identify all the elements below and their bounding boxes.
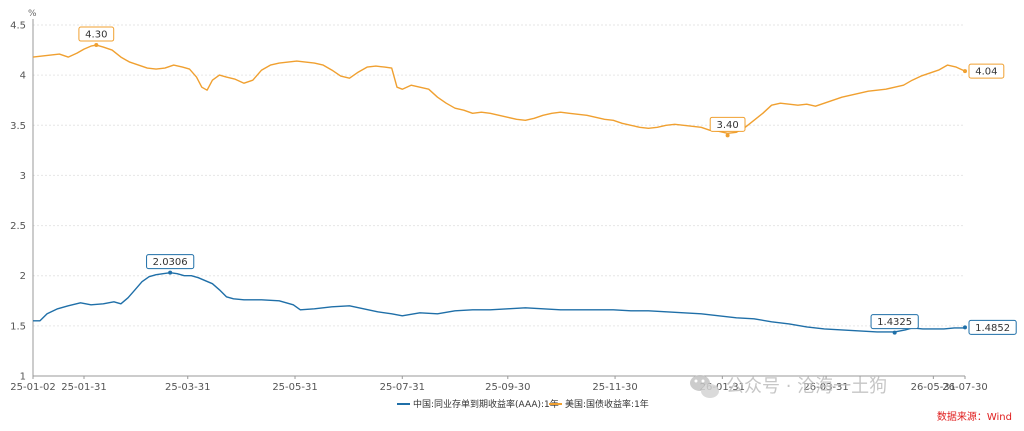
gridlines xyxy=(33,24,965,327)
callout-box xyxy=(968,63,1005,79)
legend: 中国:同业存单到期收益率(AAA):1年 美国:国债收益率:1年 xyxy=(397,398,649,410)
callout-point xyxy=(963,325,967,330)
x-tick-label: 26-05-31 xyxy=(911,382,956,393)
watermark: 公众号 · 沧海一土狗 xyxy=(690,375,887,398)
callout-box xyxy=(968,319,1017,335)
y-tick-label: 3.5 xyxy=(10,121,26,132)
x-tick-label: 25-07-31 xyxy=(380,382,425,393)
series-line-0 xyxy=(33,272,965,333)
wechat-icon xyxy=(690,375,719,398)
callout-point xyxy=(168,270,173,275)
callout-box xyxy=(709,116,746,132)
x-tick-labels: 25-01-02 25-01-31 25-03-31 25-05-31 25-07-31… xyxy=(10,382,987,393)
callout-point xyxy=(725,133,730,138)
x-tick-label: 26-01-31 xyxy=(700,382,745,393)
y-tick-label: 2.5 xyxy=(10,221,26,232)
x-tick-label: 26-03-31 xyxy=(803,382,848,393)
data-callouts: 4.30 3.40 4.04 2.0306 1.4325 1.4852 xyxy=(78,26,1017,335)
x-tick-label: 25-05-31 xyxy=(272,382,317,393)
legend-label-treasury-yield: 美国:国债收益率:1年 xyxy=(565,398,649,410)
x-tick-label: 26-07-30 xyxy=(942,382,987,393)
watermark-text: 公众号 · 沧海一土狗 xyxy=(726,376,887,397)
callout-label: 1.4325 xyxy=(877,317,912,328)
x-tick-label: 25-01-31 xyxy=(61,382,106,393)
y-tick-label: 4 xyxy=(20,71,26,82)
x-tick-label: 25-11-30 xyxy=(592,382,637,393)
x-tick-label: 25-01-02 xyxy=(10,382,55,393)
callout-label: 4.30 xyxy=(85,30,107,41)
callout-box xyxy=(870,314,919,330)
x-tick-label: 25-09-30 xyxy=(485,382,530,393)
x-tick-label: 25-03-31 xyxy=(165,382,210,393)
legend-label-cd-yield: 中国:同业存单到期收益率(AAA):1年 xyxy=(413,398,559,410)
callout-point xyxy=(963,69,967,74)
callout-point xyxy=(94,43,99,48)
callout-label: 3.40 xyxy=(716,120,738,131)
callout-label: 4.04 xyxy=(975,67,997,78)
y-tick-labels: 1 1.5 2 2.5 3 3.5 4 4.5 xyxy=(10,21,26,383)
y-tick-label: 2 xyxy=(20,271,26,282)
callout-label: 2.0306 xyxy=(153,257,188,268)
y-tick-label: 3 xyxy=(20,171,26,182)
series-line-1 xyxy=(32,44,966,134)
y-tick-label: 4.5 xyxy=(10,21,26,32)
callout-box xyxy=(78,26,115,42)
axes xyxy=(32,19,966,379)
series-lines xyxy=(32,44,966,333)
y-tick-label: 1.5 xyxy=(10,321,26,332)
callout-point xyxy=(892,330,897,335)
y-tick-label: 1 xyxy=(20,372,26,383)
callout-box xyxy=(146,254,195,270)
source-note: 数据来源：Wind xyxy=(937,410,1012,423)
y-unit-label: % xyxy=(28,9,37,19)
callout-label: 1.4852 xyxy=(975,323,1010,334)
